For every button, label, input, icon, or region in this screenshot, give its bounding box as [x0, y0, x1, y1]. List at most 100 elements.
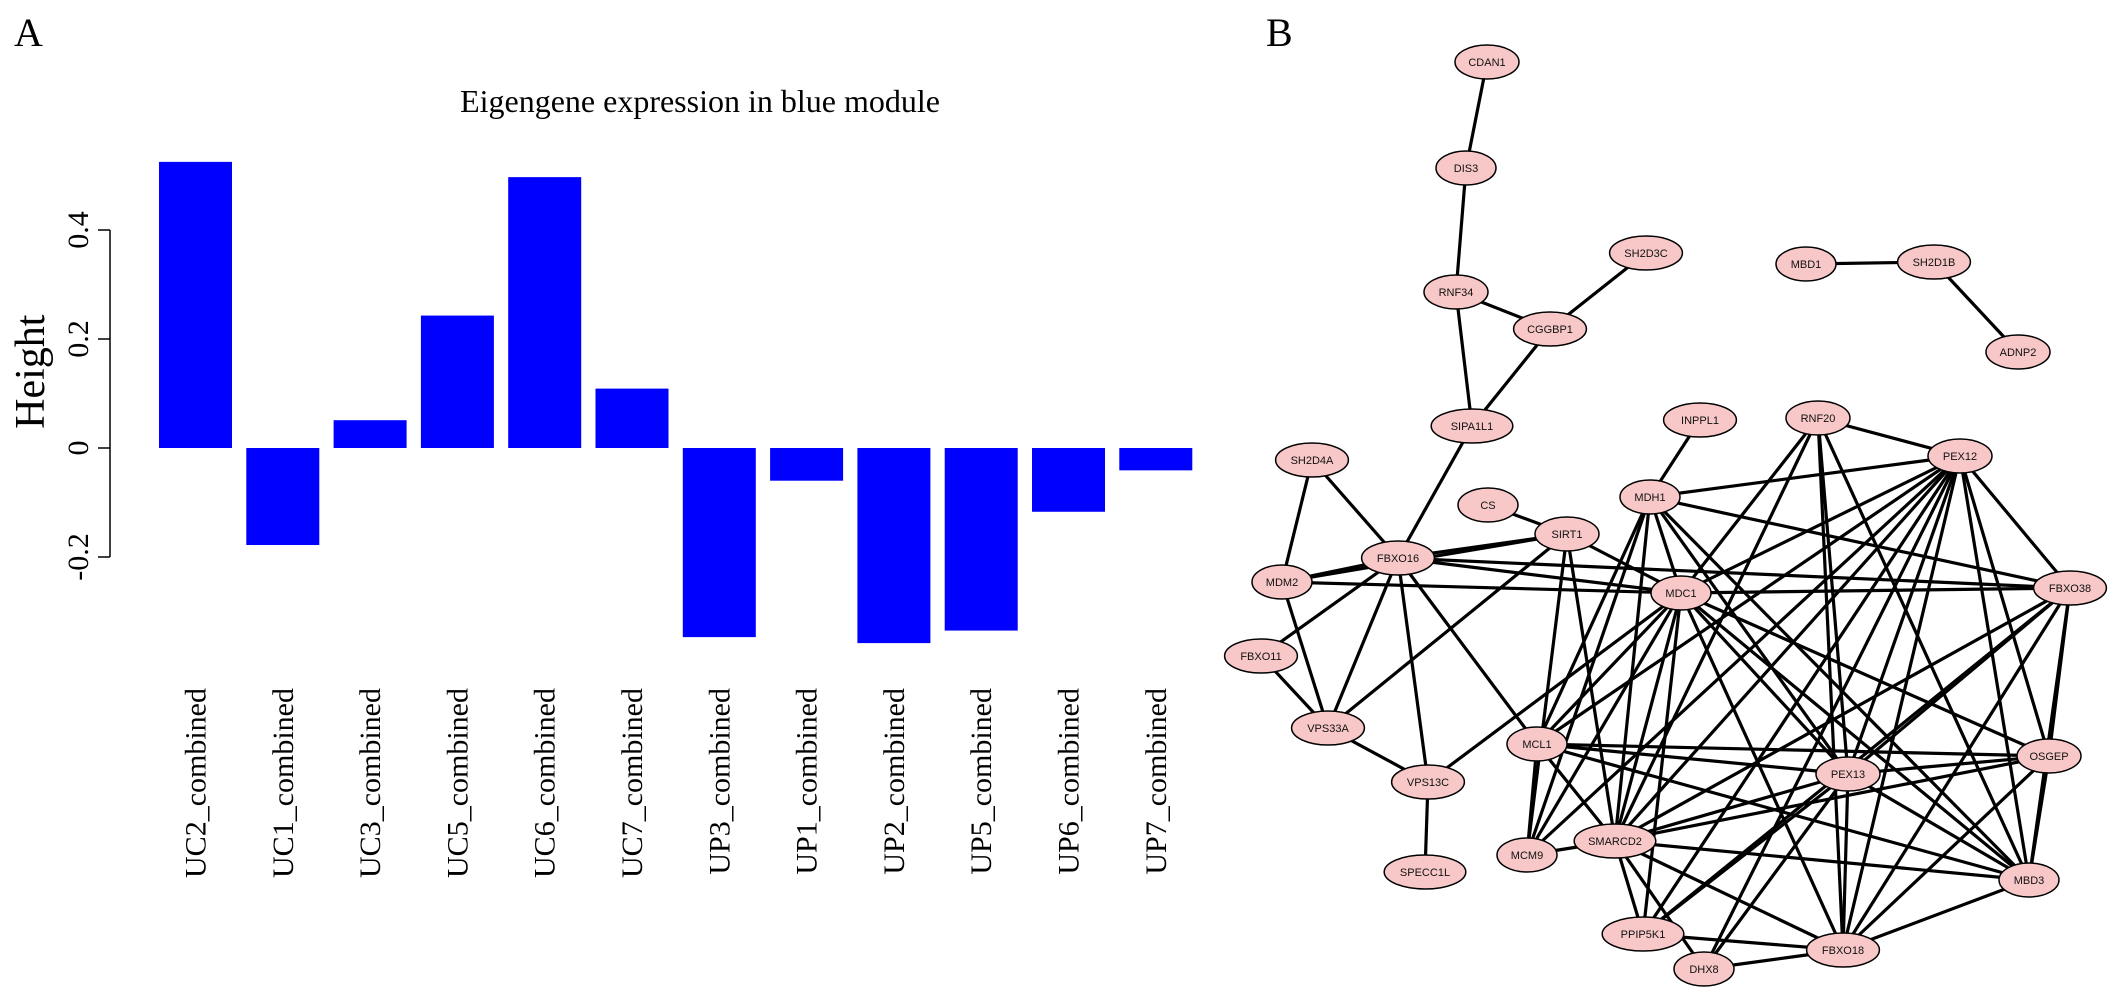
- node-ellipse: [1673, 951, 1735, 987]
- network-edge: [1680, 591, 2050, 758]
- network-node: MDM2: [1251, 564, 1313, 600]
- node-ellipse: [1457, 487, 1519, 523]
- category-labels: UC2_combined UC1_combined UC3_combined UC5_…: [180, 688, 1173, 878]
- node-label: RNF34: [1439, 287, 1474, 299]
- network-edge: [1649, 495, 2071, 590]
- bar: [159, 161, 232, 448]
- network-edge: [1525, 592, 1683, 856]
- network-node: FBXO38: [2032, 570, 2108, 606]
- eigengene-bar-chart: Eigengene expression in blue module -0.2…: [8, 83, 1193, 878]
- network-node: RNF34: [1423, 274, 1489, 310]
- node-ellipse: [1601, 916, 1685, 952]
- node-label: PEX12: [1943, 451, 1977, 463]
- network-edge: [1614, 586, 2071, 843]
- network-edge: [1846, 455, 1962, 775]
- network-edge: [1525, 454, 1962, 857]
- node-label: SH2D4A: [1291, 455, 1334, 467]
- network-node: ADNP2: [1985, 334, 2051, 370]
- node-label: MBD1: [1791, 259, 1822, 271]
- network-edge: [1396, 557, 1430, 783]
- network-edge: [1613, 496, 1652, 842]
- node-ellipse: [1251, 564, 1313, 600]
- network-node: INPPL1: [1662, 402, 1738, 438]
- network-edge: [1397, 556, 1682, 595]
- network-edge: [1641, 592, 1683, 935]
- category-label: UC2_combined: [180, 688, 213, 878]
- network-edge: [1525, 533, 1569, 856]
- network-nodes: CDAN1 DIS3 SH2D3C RNF34 CGGBP1 SIPA1L1 MBD1 SH2…: [1223, 44, 2108, 987]
- node-ellipse: [1650, 575, 1712, 611]
- network-edge: [2047, 587, 2072, 757]
- node-label: FBXO16: [1377, 553, 1419, 565]
- category-label: UP2_combined: [878, 688, 911, 875]
- node-ellipse: [1775, 246, 1837, 282]
- network-edge: [1280, 459, 1314, 583]
- network-node: CS: [1457, 487, 1519, 523]
- node-label: SMARCD2: [1588, 836, 1642, 848]
- y-axis: -0.2 0 0.2 0.4: [62, 211, 111, 581]
- category-label: UP5_combined: [965, 688, 998, 875]
- network-edge: [1280, 581, 1330, 729]
- node-ellipse: [1608, 235, 1684, 271]
- network-edge: [1454, 291, 1474, 427]
- node-ellipse: [1454, 44, 1520, 80]
- node-ellipse: [1496, 837, 1558, 873]
- node-label: FBXO18: [1822, 945, 1864, 957]
- category-label: UP3_combined: [703, 688, 736, 875]
- node-ellipse: [1274, 442, 1350, 478]
- network-node: FBXO18: [1805, 932, 1881, 968]
- category-label: UC1_combined: [267, 688, 300, 878]
- network-edge: [2027, 755, 2051, 881]
- bar: [770, 448, 844, 481]
- network-node: FBXO16: [1360, 540, 1436, 576]
- node-label: MBD3: [2014, 875, 2045, 887]
- network-edge: [1396, 557, 1539, 745]
- category-label: UC7_combined: [616, 688, 649, 878]
- network-edge: [1427, 591, 1682, 784]
- network-edge: [1536, 742, 2050, 758]
- network-edge: [1464, 61, 1489, 169]
- network-edge: [1260, 556, 1399, 658]
- network-edge: [1397, 556, 2071, 590]
- bar: [1119, 448, 1193, 471]
- node-ellipse: [1223, 638, 1299, 674]
- node-label: DIS3: [1454, 163, 1478, 175]
- network-edge: [1680, 454, 1961, 595]
- network-node: PEX12: [1927, 438, 1993, 474]
- bar: [595, 388, 669, 448]
- node-ellipse: [1534, 516, 1600, 552]
- node-ellipse: [1619, 479, 1681, 515]
- network-edge: [1281, 580, 1682, 595]
- network-edge: [1641, 455, 1962, 935]
- node-label: VPS13C: [1407, 777, 1449, 789]
- network-edge: [1679, 592, 1845, 951]
- node-label: MDM2: [1266, 577, 1298, 589]
- node-ellipse: [1383, 854, 1467, 890]
- network-node: DIS3: [1435, 150, 1497, 186]
- network-edge: [1847, 754, 2050, 776]
- network-edge: [1326, 532, 1569, 730]
- node-label: FBXO11: [1240, 651, 1281, 663]
- network-edge: [1613, 454, 1962, 843]
- category-label: UP7_combined: [1140, 688, 1173, 875]
- network-node: SMARCD2: [1573, 823, 1657, 859]
- panel-b-label: B: [1266, 10, 1293, 55]
- network-edge: [1841, 455, 1962, 951]
- panel-a-label: A: [14, 10, 43, 55]
- network-edge: [1454, 167, 1468, 293]
- network-node: SH2D1B: [1896, 244, 1972, 280]
- gene-network: CDAN1 DIS3 SH2D3C RNF34 CGGBP1 SIPA1L1 MBD1 SH2…: [1223, 44, 2108, 987]
- node-ellipse: [1805, 932, 1881, 968]
- node-ellipse: [1985, 334, 2051, 370]
- node-ellipse: [1390, 764, 1466, 800]
- network-edge: [1613, 840, 1706, 970]
- node-ellipse: [1815, 756, 1881, 792]
- node-label: PEX13: [1831, 769, 1865, 781]
- network-edge: [1535, 496, 1652, 745]
- category-label: UC3_combined: [354, 688, 387, 878]
- network-edge: [1842, 878, 2030, 952]
- network-edge: [1326, 557, 1400, 729]
- network-node: RNF20: [1785, 400, 1851, 436]
- network-edges: [1259, 61, 2072, 971]
